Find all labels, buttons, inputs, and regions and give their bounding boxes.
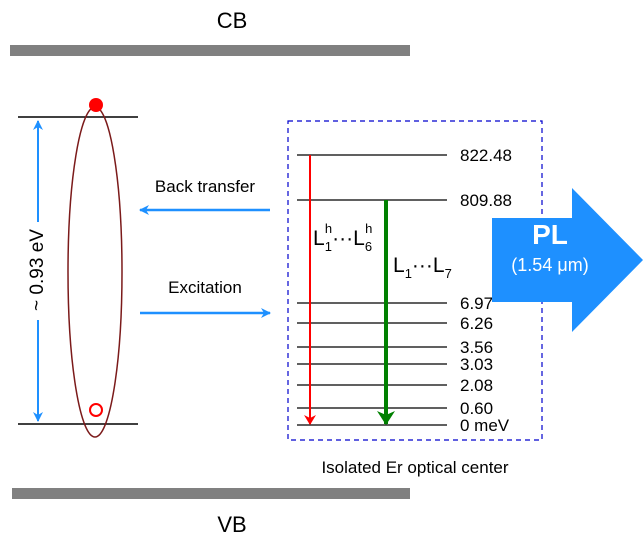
transition-label: L1···L7 <box>393 254 452 281</box>
pl-title: PL <box>532 219 568 250</box>
level-label: 0 meV <box>460 416 510 435</box>
dots: ··· <box>332 227 353 250</box>
back-transfer-label: Back transfer <box>155 177 255 196</box>
electron <box>89 98 103 112</box>
symbol: L <box>353 227 365 250</box>
symbol: L <box>313 227 325 250</box>
level-label: 6.97 <box>460 294 493 313</box>
hole <box>89 403 103 417</box>
level-label: 0.60 <box>460 399 493 418</box>
levels: 822.48 809.88 6.976.26 3.563.03 2.08 0.600 me… <box>297 146 512 435</box>
subscript: 1 <box>325 239 332 254</box>
gap-label: ~ 0.93 eV <box>27 229 48 311</box>
er-center-box <box>287 120 543 441</box>
dots: ··· <box>412 254 433 277</box>
vb-label: VB <box>217 512 246 537</box>
exciton-ellipse <box>67 106 123 438</box>
level-label: 809.88 <box>460 191 512 210</box>
excitation-label: Excitation <box>168 278 242 297</box>
symbol: L <box>433 254 445 277</box>
subscript: 7 <box>445 266 452 281</box>
subscript: 6 <box>365 239 372 254</box>
symbol: L <box>393 254 405 277</box>
hot-transition-label: L1h···L6h <box>313 221 372 254</box>
superscript: h <box>325 221 332 236</box>
level-label: 3.03 <box>460 355 493 374</box>
level-label: 2.08 <box>460 376 493 395</box>
pl-wavelength: (1.54 μm) <box>511 255 588 275</box>
superscript: h <box>365 221 372 236</box>
cb-label: CB <box>217 8 248 33</box>
subscript: 1 <box>405 266 412 281</box>
pl-arrow <box>492 188 643 332</box>
cb-bar <box>10 45 410 56</box>
level-label: 822.48 <box>460 146 512 165</box>
caption: Isolated Er optical center <box>321 458 508 477</box>
level-label: 3.56 <box>460 338 493 357</box>
level-label: 6.26 <box>460 314 493 333</box>
vb-bar <box>12 488 410 499</box>
